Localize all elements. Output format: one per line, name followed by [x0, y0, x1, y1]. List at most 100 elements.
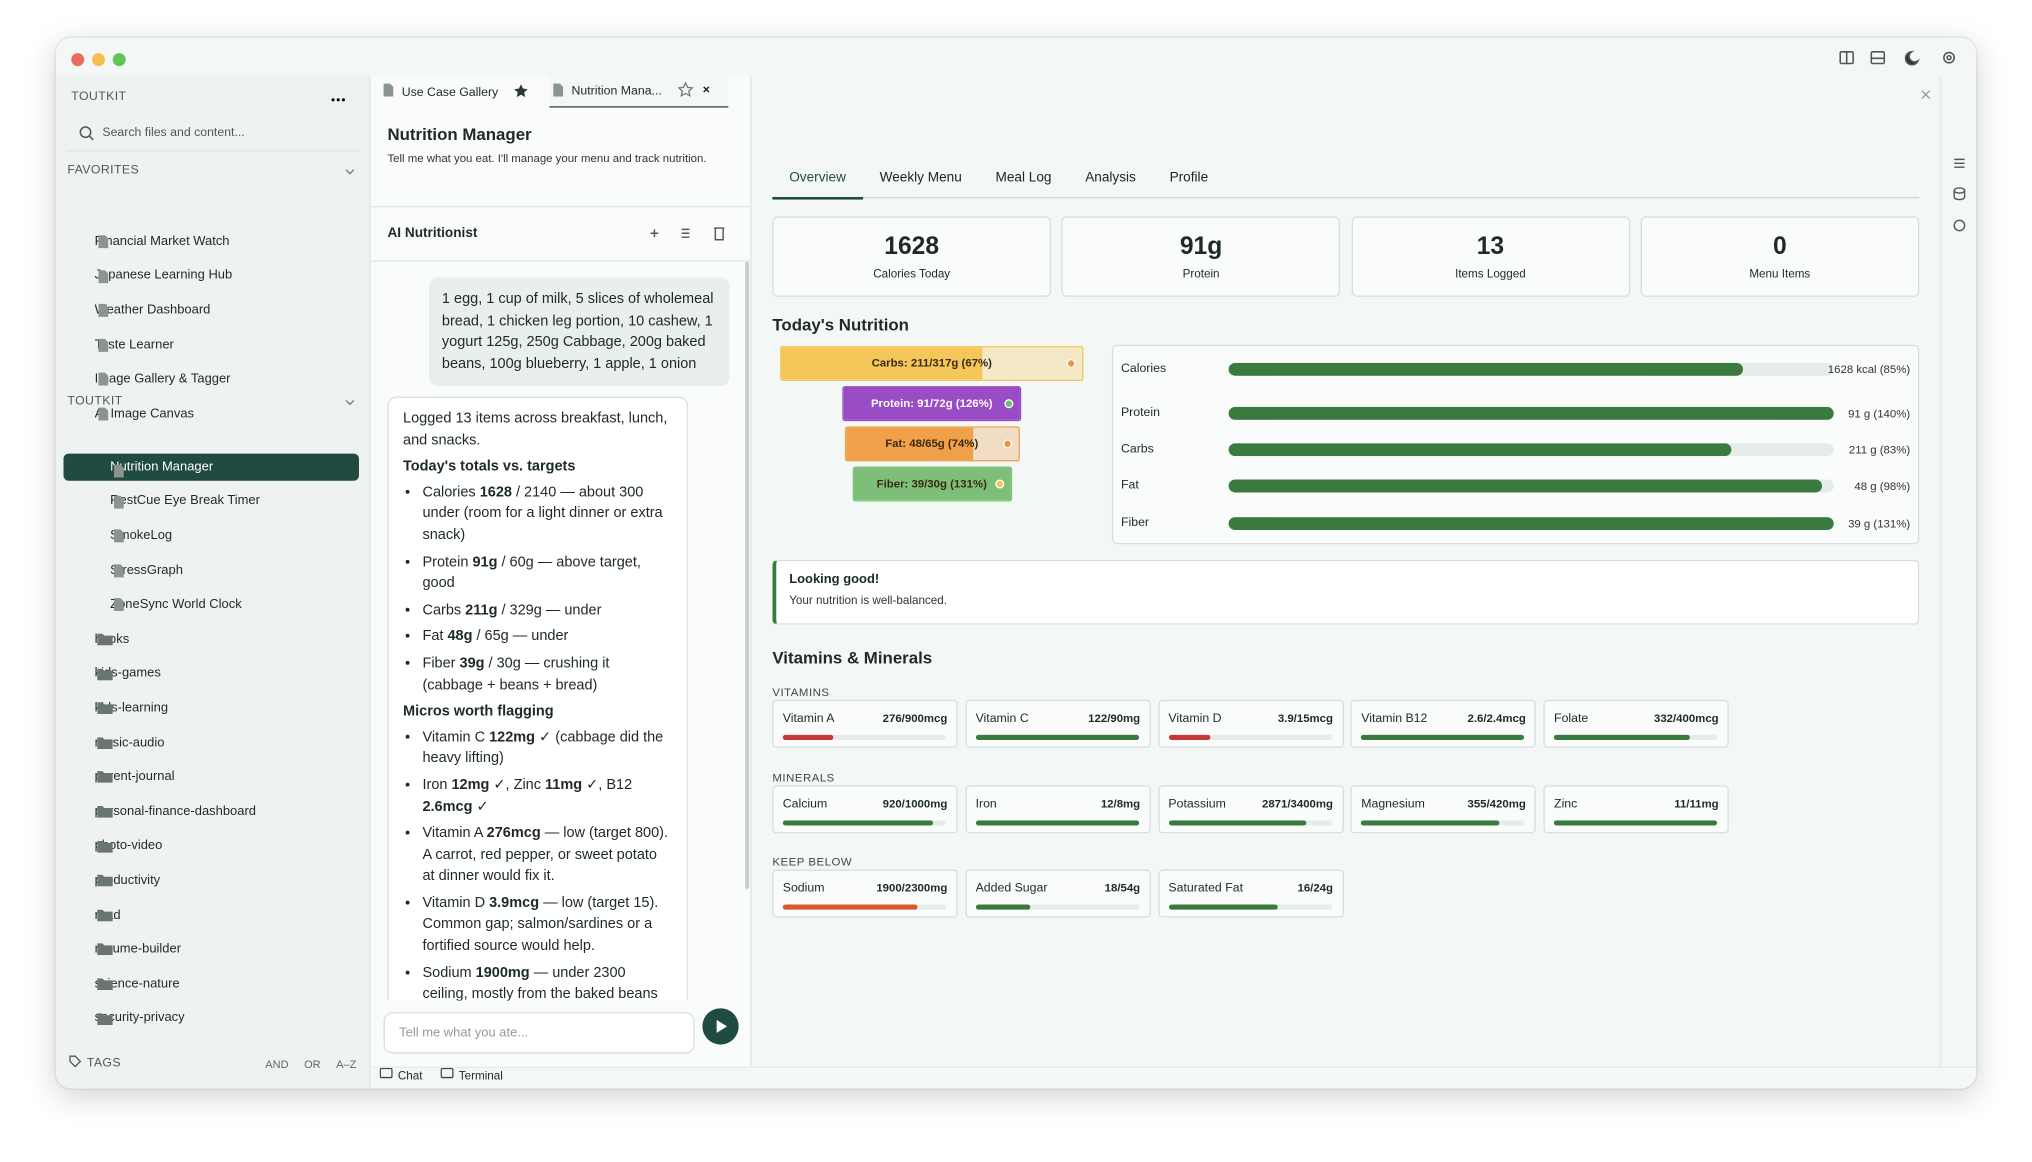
- assistant-heading: Micros worth flagging: [403, 703, 554, 720]
- item-text: Nutrition Manager: [110, 460, 214, 475]
- micro-card: Vitamin C 122/90mg: [965, 699, 1151, 748]
- tag-mode[interactable]: A–Z: [336, 1056, 357, 1070]
- nav-tab[interactable]: Profile: [1169, 169, 1209, 186]
- icon: [440, 1067, 454, 1082]
- group-label: KEEP BELOW: [772, 855, 853, 869]
- nav-tabs: Overview Weekly Menu Meal Log Analysis Profi…: [772, 162, 1920, 199]
- assistant-heading: Today's totals vs. targets: [403, 458, 576, 475]
- bottom-tab[interactable]: Terminal: [440, 1067, 503, 1082]
- item-segment: ✓, Zinc: [489, 777, 546, 793]
- item-segment: ✓ (cabbage did the heavy lifting): [422, 729, 664, 767]
- chat-input[interactable]: Tell me what you ate...: [383, 1012, 695, 1054]
- sidebar-item[interactable]: ZoneSync World Clock: [64, 588, 359, 622]
- bottom-tab[interactable]: Chat: [379, 1067, 422, 1082]
- micro-name: Added Sugar: [975, 881, 1048, 896]
- status-bar: [370, 1066, 1977, 1089]
- tab[interactable]: Nutrition Mana...: [549, 76, 729, 108]
- chat-actions: [649, 224, 729, 249]
- assistant-list: Vitamin C 122mg ✓ (cabbage did the heavy…: [403, 727, 673, 1000]
- toolbar-icons[interactable]: [1831, 48, 1961, 69]
- micro-card: Vitamin A 276/900mcg: [772, 699, 958, 748]
- item-text: Japanese Learning Hub: [94, 268, 233, 284]
- item-segment: / 65g — under: [472, 628, 569, 645]
- sidebar-item[interactable]: personal-finance-dashboard: [64, 794, 359, 828]
- micro-track: [1554, 819, 1718, 825]
- sidebar-item[interactable]: RestCue Eye Break Timer: [64, 484, 359, 518]
- sidebar-item[interactable]: hooks: [64, 622, 359, 656]
- micro-bar: [1168, 734, 1211, 740]
- micro-name: Saturated Fat: [1168, 881, 1243, 896]
- nav-tab[interactable]: Weekly Menu: [879, 169, 962, 186]
- item-text: Taste Learner: [94, 337, 174, 352]
- tag-mode[interactable]: OR: [304, 1056, 321, 1070]
- micro-track: [1168, 819, 1332, 825]
- sidebar-item[interactable]: security-privacy: [64, 1001, 359, 1035]
- assistant-message: Logged 13 items across breakfast, lunch,…: [387, 396, 689, 1001]
- micro-name: Vitamin A: [782, 711, 835, 726]
- item-segment: / 30g — crushing it (cabbage + beans + b…: [422, 655, 610, 693]
- sidebar-item[interactable]: resume-builder: [64, 932, 359, 966]
- sidebar-item[interactable]: photo-video: [64, 829, 359, 863]
- nav-tab[interactable]: Overview: [772, 162, 863, 199]
- item-segment: Protein: [422, 554, 473, 570]
- target-bar: [1228, 517, 1834, 531]
- target-track: [1228, 406, 1834, 420]
- item-segment: 48g: [447, 628, 473, 645]
- micro-bar: [1361, 819, 1500, 825]
- target-bar: [1228, 479, 1822, 493]
- sidebar-item[interactable]: music-audio: [64, 725, 359, 759]
- micro-bar: [782, 819, 933, 825]
- item-segment: 2.6mcg: [422, 798, 473, 815]
- tab[interactable]: Use Case Gallery: [380, 76, 538, 107]
- sidebar-item[interactable]: AI Image Canvas: [64, 397, 359, 431]
- nav-tab[interactable]: Analysis: [1085, 169, 1136, 186]
- micro-card: Iron 12/8mg: [965, 784, 1151, 833]
- sidebar-item[interactable]: SmokeLog: [64, 519, 359, 553]
- funnel-fill: [853, 467, 1011, 501]
- sidebar-item[interactable]: StressGraph: [64, 553, 359, 587]
- item-segment: Fat: [422, 628, 448, 645]
- sidebar-item[interactable]: Financial Market Watch: [64, 224, 359, 258]
- item-segment: Vitamin C: [422, 729, 490, 745]
- chat-subtitle: Tell me what you eat. I'll manage your m…: [387, 151, 707, 165]
- rail-icons[interactable]: [1941, 76, 1976, 232]
- section-text: TOUTKIT: [67, 393, 123, 409]
- sidebar-item[interactable]: kids-learning: [64, 691, 359, 725]
- micro-bar: [782, 904, 918, 910]
- funnel-bar: Carbs: 211/317g (67%): [780, 346, 1084, 382]
- item-text: ZoneSync World Clock: [110, 597, 242, 612]
- sidebar-item[interactable]: read: [64, 898, 359, 932]
- nav-tab[interactable]: Meal Log: [995, 169, 1052, 186]
- sidebar-item[interactable]: Nutrition Manager: [63, 453, 359, 481]
- micro-name: Vitamin B12: [1361, 711, 1428, 726]
- micro-label: 1900/2300mg: [876, 881, 948, 895]
- sidebar-item[interactable]: Taste Learner: [64, 328, 359, 362]
- assistant-item: Sodium 1900mg — under 2300 ceiling, most…: [422, 962, 672, 1000]
- micro-label: 332/400mcg: [1653, 711, 1719, 725]
- tag-mode[interactable]: AND: [265, 1056, 289, 1070]
- section-label[interactable]: FAVORITES: [67, 163, 355, 178]
- micro-card: Saturated Fat 16/24g: [1158, 869, 1344, 918]
- favorites-list: Financial Market Watch Japanese Learning …: [64, 224, 359, 431]
- sidebar-item[interactable]: Image Gallery & Tagger: [64, 362, 359, 396]
- assistant-list: Calories 1628 / 2140 — about 300 under (…: [403, 482, 673, 696]
- sidebar-item[interactable]: parent-journal: [64, 760, 359, 794]
- sidebar-item[interactable]: kids-games: [64, 657, 359, 691]
- funnel-bar: Protein: 91/72g (126%): [842, 386, 1022, 422]
- micro-track: [1361, 734, 1525, 740]
- sidebar-item[interactable]: productivity: [64, 863, 359, 897]
- assistant-intro: Logged 13 items across breakfast, lunch,…: [403, 410, 668, 448]
- item-text: Financial Market Watch: [94, 234, 230, 249]
- sidebar: TOUTKIT Search files and content... FAVORI…: [55, 76, 371, 1089]
- micro-track: [1361, 819, 1525, 825]
- micro-label: 2.6/2.4mcg: [1467, 711, 1526, 725]
- section-label[interactable]: TOUTKIT: [67, 394, 355, 408]
- target-label: 211 g (83%): [1848, 443, 1911, 457]
- sidebar-item[interactable]: science-nature: [64, 967, 359, 1001]
- alert-title: Looking good!: [789, 572, 880, 588]
- search-box[interactable]: Search files and content...: [66, 115, 361, 152]
- sidebar-item[interactable]: Japanese Learning Hub: [64, 259, 359, 293]
- main-panel: Overview Weekly Menu Meal Log Analysis Profi…: [752, 76, 1940, 1066]
- item-segment: Carbs: [422, 602, 466, 618]
- sidebar-item[interactable]: Weather Dashboard: [64, 293, 359, 327]
